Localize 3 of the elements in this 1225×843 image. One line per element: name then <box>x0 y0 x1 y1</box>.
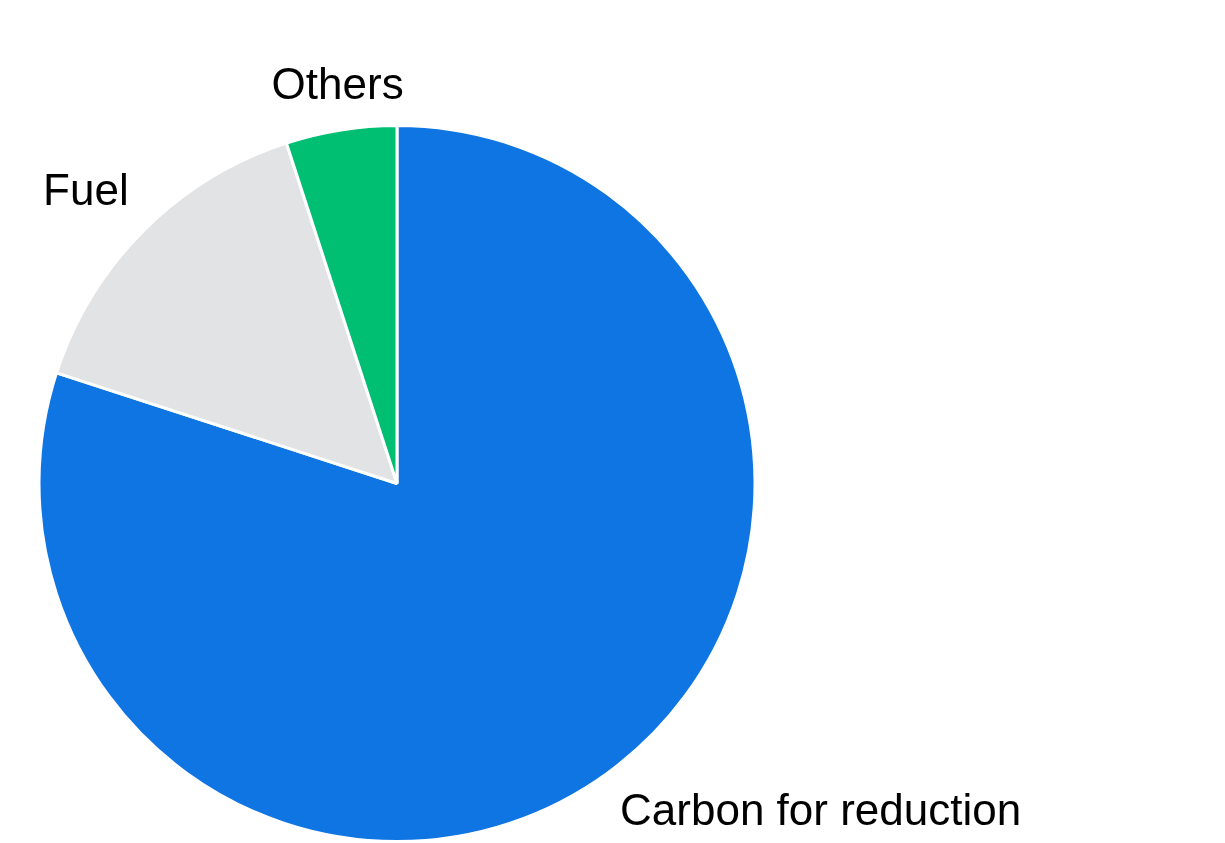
slice-label: Fuel <box>43 165 129 215</box>
slice-label: Carbon for reduction <box>620 784 1022 834</box>
slice-label: Others <box>271 58 404 108</box>
